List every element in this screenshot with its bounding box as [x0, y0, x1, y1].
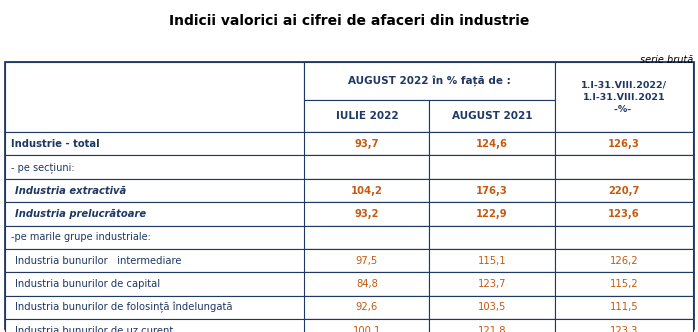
Bar [555, 226, 693, 249]
Text: serie brută: serie brută [640, 55, 693, 65]
Text: 111,5: 111,5 [609, 302, 638, 312]
Text: 123,6: 123,6 [608, 209, 640, 219]
Bar [5, 179, 693, 202]
Text: AUGUST 2021: AUGUST 2021 [452, 111, 533, 121]
Bar [555, 249, 693, 272]
Bar [304, 202, 429, 226]
Text: Indicii valorici ai cifrei de afaceri din industrie: Indicii valorici ai cifrei de afaceri di… [169, 14, 529, 28]
Text: AUGUST 2022 în % față de :: AUGUST 2022 în % față de : [348, 76, 511, 86]
Text: 115,2: 115,2 [609, 279, 638, 289]
Bar [304, 272, 429, 296]
Bar [304, 155, 429, 179]
Text: 123,7: 123,7 [478, 279, 506, 289]
Text: 97,5: 97,5 [356, 256, 378, 266]
Bar [5, 132, 693, 155]
Text: 104,2: 104,2 [351, 186, 383, 196]
Text: 176,3: 176,3 [476, 186, 508, 196]
Bar [429, 179, 555, 202]
Bar [304, 132, 429, 155]
Bar [555, 296, 693, 319]
Bar [5, 62, 304, 132]
Text: 84,8: 84,8 [356, 279, 378, 289]
Bar [555, 62, 693, 132]
Bar [5, 226, 693, 249]
Bar [555, 132, 693, 155]
Bar [304, 226, 429, 249]
Bar [304, 249, 429, 272]
Text: 93,2: 93,2 [355, 209, 379, 219]
Text: 122,9: 122,9 [476, 209, 508, 219]
Text: 124,6: 124,6 [476, 139, 508, 149]
Bar [304, 100, 429, 132]
Bar [429, 249, 555, 272]
Bar [5, 296, 693, 319]
Bar [429, 296, 555, 319]
Text: -pe marile grupe industriale:: -pe marile grupe industriale: [11, 232, 151, 242]
Text: 115,1: 115,1 [478, 256, 507, 266]
Bar [429, 319, 555, 332]
Bar [555, 319, 693, 332]
Bar [5, 319, 693, 332]
Text: 103,5: 103,5 [478, 302, 506, 312]
Bar [555, 179, 693, 202]
Bar [304, 296, 429, 319]
Bar [429, 272, 555, 296]
Text: Industria bunurilor de uz curent: Industria bunurilor de uz curent [15, 326, 173, 332]
Text: - pe secțiuni:: - pe secțiuni: [11, 162, 75, 173]
Bar [555, 202, 693, 226]
Text: 126,3: 126,3 [608, 139, 640, 149]
Bar [555, 272, 693, 296]
Text: Industria prelucrătoare: Industria prelucrătoare [15, 209, 146, 219]
Bar [429, 132, 555, 155]
Bar [304, 319, 429, 332]
Bar [555, 155, 693, 179]
Bar [5, 202, 693, 226]
Text: 123,3: 123,3 [609, 326, 638, 332]
Bar [429, 202, 555, 226]
Text: Industria bunurilor   intermediare: Industria bunurilor intermediare [15, 256, 181, 266]
Bar [5, 249, 693, 272]
Text: 220,7: 220,7 [608, 186, 639, 196]
Bar [304, 179, 429, 202]
Text: Industria extractivă: Industria extractivă [15, 186, 126, 196]
Text: 126,2: 126,2 [609, 256, 638, 266]
Bar [429, 226, 555, 249]
Text: 1.I-31.VIII.2022/
1.I-31.VIII.2021
-%-: 1.I-31.VIII.2022/ 1.I-31.VIII.2021 -%- [581, 80, 667, 114]
Bar [429, 155, 555, 179]
Bar [5, 155, 693, 179]
Text: Industria bunurilor de folosință îndelungată: Industria bunurilor de folosință îndelun… [15, 302, 232, 313]
Text: Industrie - total: Industrie - total [11, 139, 100, 149]
Text: Industria bunurilor de capital: Industria bunurilor de capital [15, 279, 160, 289]
Bar [304, 62, 555, 100]
Bar [5, 62, 693, 328]
Text: 92,6: 92,6 [356, 302, 378, 312]
Text: IULIE 2022: IULIE 2022 [336, 111, 398, 121]
Text: 100,1: 100,1 [352, 326, 381, 332]
Bar [5, 272, 693, 296]
Text: 93,7: 93,7 [355, 139, 379, 149]
Text: 121,8: 121,8 [478, 326, 506, 332]
Bar [429, 100, 555, 132]
